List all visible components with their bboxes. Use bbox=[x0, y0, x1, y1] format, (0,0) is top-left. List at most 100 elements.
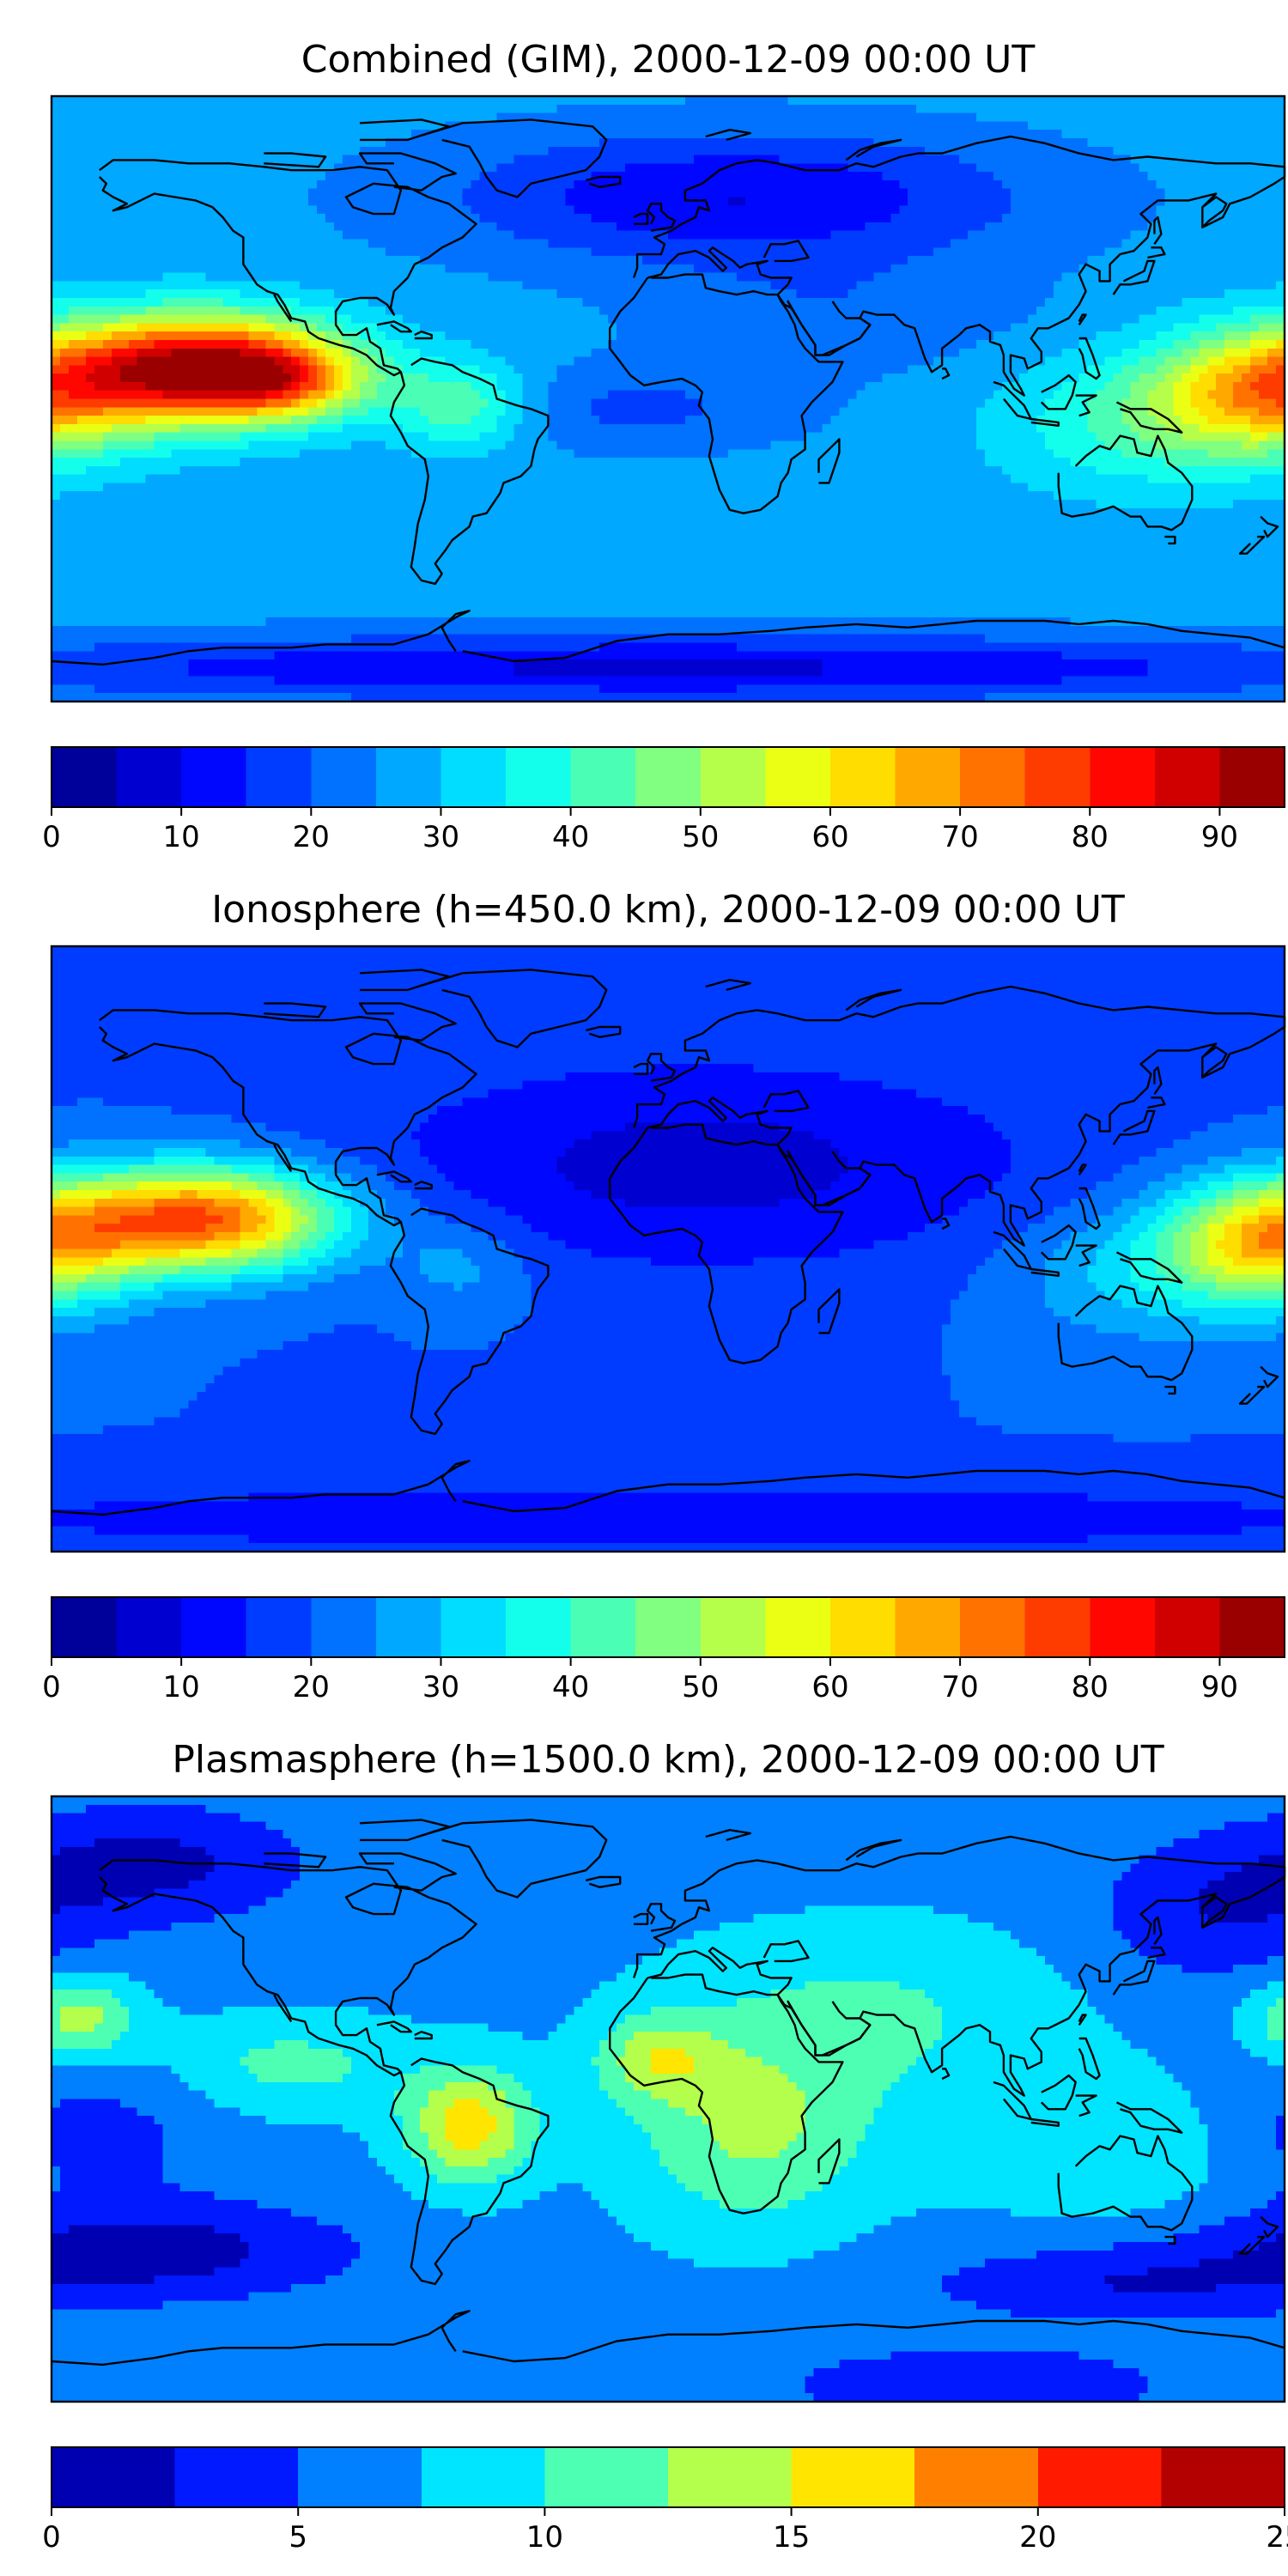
tec-cell bbox=[420, 205, 429, 214]
tec-cell bbox=[514, 289, 524, 298]
tec-cell bbox=[1147, 147, 1157, 155]
tec-cell bbox=[1207, 323, 1217, 331]
tec-cell bbox=[420, 163, 429, 172]
tec-cell bbox=[1114, 113, 1123, 122]
tec-cell bbox=[899, 96, 908, 105]
tec-cell bbox=[565, 374, 574, 382]
tec-cell bbox=[172, 247, 181, 256]
tec-cell bbox=[805, 155, 815, 164]
tec-cell bbox=[574, 239, 583, 247]
tec-cell bbox=[351, 239, 361, 247]
tec-cell bbox=[1045, 197, 1054, 206]
tec-cell bbox=[737, 256, 746, 264]
tec-cell bbox=[69, 315, 78, 324]
tec-cell bbox=[711, 214, 720, 222]
tec-cell bbox=[762, 382, 772, 391]
tec-cell bbox=[925, 130, 934, 138]
tec-cell bbox=[865, 281, 874, 289]
tec-cell bbox=[754, 239, 763, 247]
tec-cell bbox=[1062, 138, 1072, 147]
tec-cell bbox=[1097, 172, 1106, 180]
tec-cell bbox=[1207, 256, 1217, 264]
tec-cell bbox=[155, 113, 164, 122]
tec-cell bbox=[1019, 331, 1029, 340]
tec-cell bbox=[394, 105, 404, 113]
tec-cell bbox=[890, 374, 900, 382]
tec-map-combined bbox=[0, 94, 1288, 799]
tec-cell bbox=[677, 121, 686, 130]
tec-cell bbox=[780, 231, 789, 240]
tec-cell bbox=[720, 147, 729, 155]
tec-cell bbox=[1182, 239, 1191, 247]
tec-cell bbox=[1105, 189, 1115, 197]
tec-cell bbox=[1114, 323, 1123, 331]
tec-cell bbox=[539, 256, 549, 264]
tec-cell bbox=[265, 374, 275, 382]
tec-cell bbox=[925, 163, 934, 172]
tec-cell bbox=[1011, 247, 1020, 256]
tec-cell bbox=[985, 155, 994, 164]
tec-cell bbox=[522, 307, 532, 315]
tec-cell bbox=[762, 172, 772, 180]
tec-cell bbox=[565, 180, 574, 189]
tec-cell bbox=[94, 289, 104, 298]
tec-cell bbox=[856, 96, 866, 105]
tec-cell bbox=[446, 214, 455, 222]
tec-cell bbox=[591, 231, 600, 240]
tec-cell bbox=[916, 96, 926, 105]
tec-cell bbox=[1259, 307, 1268, 315]
tec-cell bbox=[1028, 239, 1037, 247]
tec-cell bbox=[1216, 239, 1225, 247]
tec-cell bbox=[1259, 231, 1268, 240]
tec-cell bbox=[916, 205, 926, 214]
tec-cell bbox=[882, 130, 891, 138]
tec-cell bbox=[172, 147, 181, 155]
tec-cell bbox=[539, 307, 549, 315]
tec-cell bbox=[1131, 138, 1140, 147]
tec-cell bbox=[454, 298, 464, 307]
tec-cell bbox=[933, 315, 943, 324]
tec-cell bbox=[446, 96, 455, 105]
tec-cell bbox=[933, 281, 943, 289]
tec-cell bbox=[925, 113, 934, 122]
tec-cell bbox=[659, 289, 669, 298]
tec-cell bbox=[1156, 96, 1165, 105]
tec-cell bbox=[1164, 239, 1174, 247]
tec-cell bbox=[368, 231, 378, 240]
tec-cell bbox=[582, 357, 592, 366]
tec-cell bbox=[386, 349, 395, 357]
tec-cell bbox=[951, 323, 960, 331]
tec-cell bbox=[548, 155, 557, 164]
tec-cell bbox=[916, 172, 926, 180]
tec-cell bbox=[882, 222, 891, 231]
tec-cell bbox=[694, 289, 703, 298]
tec-cell bbox=[240, 105, 249, 113]
tec-cell bbox=[677, 289, 686, 298]
tec-cell bbox=[694, 130, 703, 138]
tec-cell bbox=[1019, 147, 1029, 155]
tec-cell bbox=[942, 197, 951, 206]
tec-cell bbox=[120, 138, 130, 147]
tec-cell bbox=[308, 256, 318, 264]
tec-cell bbox=[77, 247, 87, 256]
tec-cell bbox=[240, 172, 249, 180]
tec-cell bbox=[403, 222, 412, 231]
tec-cell bbox=[240, 96, 249, 105]
tec-cell bbox=[1182, 113, 1191, 122]
tec-cell bbox=[94, 323, 104, 331]
tec-cell bbox=[539, 239, 549, 247]
tec-cell bbox=[814, 138, 823, 147]
tec-cell bbox=[1173, 256, 1182, 264]
tec-cell bbox=[1190, 180, 1200, 189]
tec-cell bbox=[300, 298, 309, 307]
tec-cell bbox=[591, 197, 600, 206]
tec-cell bbox=[1207, 349, 1217, 357]
tec-cell bbox=[265, 214, 275, 222]
tec-cell bbox=[1122, 222, 1132, 231]
tec-cell bbox=[771, 121, 781, 130]
tec-cell bbox=[206, 214, 216, 222]
tec-cell bbox=[1062, 163, 1072, 172]
tec-cell bbox=[1242, 239, 1251, 247]
tec-cell bbox=[308, 273, 318, 282]
tec-cell bbox=[720, 205, 729, 214]
